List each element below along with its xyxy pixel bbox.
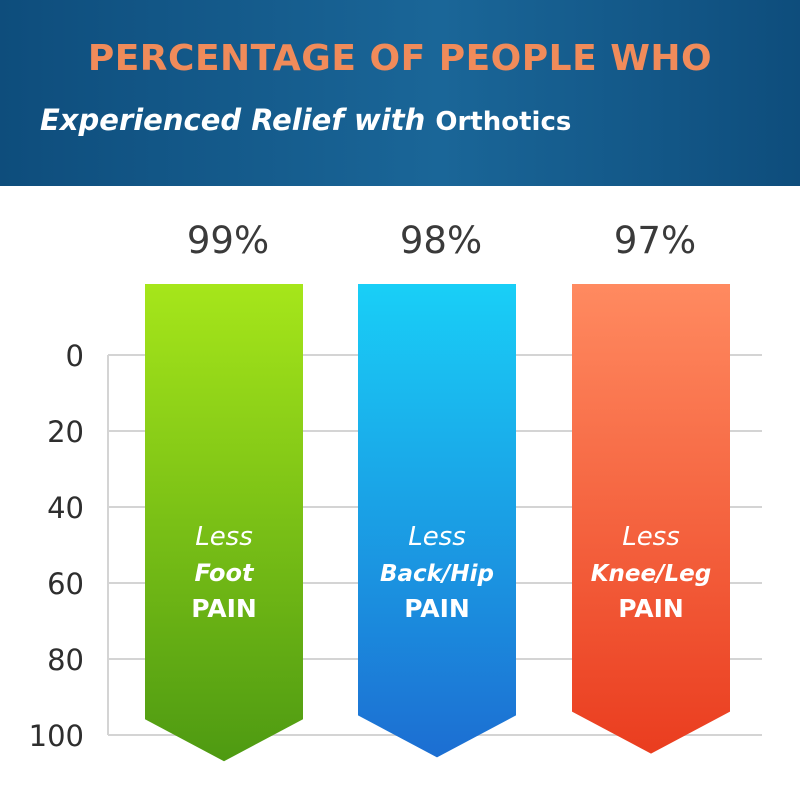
bar-label: PAIN [191,594,257,623]
bar-label: Foot [195,559,256,587]
value-labels: 99% 98% 97% [187,219,696,262]
y-tick-label: 20 [47,415,84,449]
value-label: 97% [614,219,696,262]
bars: Less Foot PAIN Less Back/Hip PAIN Less Knee/Leg… [145,284,730,762]
bar-label: PAIN [618,594,684,623]
bar [572,284,730,754]
y-tick-label: 40 [47,491,84,525]
y-tick-label: 0 [66,339,84,373]
value-label: 98% [400,219,482,262]
chart-title: PERCENTAGE OF PEOPLE WHO [87,38,713,79]
bar-label: Less [195,522,253,552]
bar-label: Less [622,522,680,552]
bar-label: Back/Hip [380,561,494,587]
bar [358,284,516,758]
y-tick-label: 60 [47,567,84,601]
y-tick-label: 80 [47,643,84,677]
y-tick-label: 100 [29,719,84,753]
bar-label: PAIN [404,594,470,623]
bar-label: Knee/Leg [591,561,712,587]
bar [145,284,303,762]
subtitle-orthotics: Orthotics [435,107,572,137]
chart-subtitle: Experienced Relief with Orthotics [40,103,571,137]
chart-header: PERCENTAGE OF PEOPLE WHO Experienced Rel… [0,0,800,186]
bar-label: Less [408,522,466,552]
y-axis-ticks: 0 20 40 60 80 100 [29,339,84,753]
value-label: 99% [187,219,269,262]
subtitle-main: Experienced Relief with [40,103,436,137]
